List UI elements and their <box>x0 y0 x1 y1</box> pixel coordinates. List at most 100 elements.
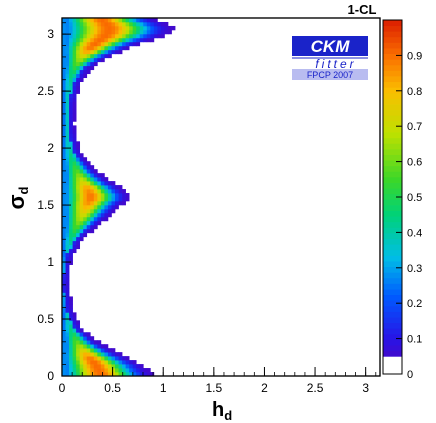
heatmap-cell <box>69 248 73 254</box>
heatmap-cell <box>83 45 88 51</box>
heatmap-cell <box>65 292 70 297</box>
heatmap-cell <box>79 364 84 369</box>
heatmap-cell <box>125 360 130 365</box>
heatmap-cell <box>72 181 77 186</box>
heatmap-cell <box>65 252 70 258</box>
heatmap-cell <box>90 45 95 51</box>
heatmap-cell <box>79 340 84 345</box>
heatmap-cell <box>104 352 109 357</box>
heatmap-cell <box>93 57 98 63</box>
heatmap-cell <box>83 232 88 238</box>
heatmap-cell <box>69 129 73 134</box>
heatmap-cell <box>65 344 70 349</box>
heatmap-cell <box>111 37 116 43</box>
heatmap-cell <box>86 173 91 178</box>
heatmap-cell <box>111 348 116 353</box>
heatmap-cell <box>115 41 119 47</box>
heatmap-cell <box>79 53 84 59</box>
heatmap-cell <box>129 33 134 39</box>
colorbar-segment <box>383 244 402 251</box>
heatmap-cell <box>65 49 70 55</box>
heatmap-cell <box>150 37 155 43</box>
heatmap-cell <box>111 352 116 357</box>
colorbar-segment <box>383 126 402 133</box>
heatmap-cell <box>79 57 84 63</box>
heatmap-cell <box>160 25 165 31</box>
heatmap-cell <box>86 332 91 337</box>
colorbar-segment <box>383 81 402 88</box>
heatmap-cell <box>132 29 137 35</box>
heatmap-cell <box>62 308 66 313</box>
heatmap-cell <box>72 113 77 118</box>
y-tick-label: 1.5 <box>37 198 54 212</box>
heatmap-cell <box>118 197 123 202</box>
heatmap-cell <box>65 320 70 325</box>
heatmap-cell <box>93 18 98 23</box>
heatmap-cell <box>150 18 155 23</box>
heatmap-cell <box>65 145 70 150</box>
heatmap-cell <box>83 228 88 234</box>
heatmap-cell <box>62 364 66 369</box>
heatmap-cell <box>83 157 88 162</box>
heatmap-cell <box>83 37 88 43</box>
heatmap-cell <box>107 360 112 365</box>
heatmap-cell <box>72 208 77 214</box>
heatmap-cell <box>76 200 81 206</box>
heatmap-cell <box>100 216 105 222</box>
heatmap-cell <box>72 216 77 222</box>
heatmap-cell <box>79 61 84 67</box>
heatmap-cell <box>93 200 98 206</box>
colorbar-tick-label: 0.2 <box>407 298 422 310</box>
heatmap-cell <box>86 336 91 341</box>
heatmap-cell <box>93 208 98 214</box>
colorbar-segment <box>383 182 402 189</box>
heatmap-cell <box>72 312 77 317</box>
heatmap-cell <box>72 53 77 59</box>
heatmap-cell <box>107 208 112 214</box>
colorbar-segment <box>383 266 402 273</box>
heatmap-cell <box>83 53 88 59</box>
heatmap-cell <box>129 37 134 43</box>
heatmap-cell <box>65 21 70 27</box>
heatmap-cell <box>62 344 66 349</box>
heatmap-cell <box>104 344 109 349</box>
heatmap-cell <box>93 352 98 357</box>
heatmap-cell <box>69 45 73 51</box>
heatmap-cell <box>122 200 126 206</box>
heatmap-cell <box>79 197 84 202</box>
heatmap-cell <box>132 33 137 39</box>
colorbar-segment <box>383 322 402 329</box>
heatmap-cell <box>76 372 81 376</box>
heatmap-cell <box>86 197 91 202</box>
colorbar-segment <box>383 154 402 161</box>
heatmap-cell <box>97 197 102 202</box>
heatmap-cell <box>97 21 102 27</box>
heatmap-cell <box>69 105 73 110</box>
heatmap-cell <box>76 348 81 353</box>
heatmap-cell <box>72 141 77 146</box>
heatmap-cell <box>111 25 116 31</box>
heatmap-cell <box>62 149 66 154</box>
heatmap-cell <box>100 344 105 349</box>
colorbar-tick-label: 0.5 <box>407 192 422 204</box>
heatmap-cell <box>107 204 112 210</box>
heatmap-cell <box>76 53 81 59</box>
heatmap-cell <box>69 332 73 337</box>
heatmap-cell <box>97 220 102 226</box>
heatmap-cell <box>118 356 123 361</box>
heatmap-cell <box>62 296 66 301</box>
heatmap-cell <box>83 220 88 226</box>
heatmap-cell <box>65 41 70 47</box>
colorbar-segment <box>383 249 402 256</box>
heatmap-cell <box>62 125 66 130</box>
colorbar-segment <box>383 165 402 172</box>
heatmap-cell <box>72 173 77 178</box>
heatmap-cell <box>69 189 73 194</box>
heatmap-cell <box>62 101 66 106</box>
heatmap-cell <box>118 25 123 31</box>
heatmap-cell <box>93 29 98 35</box>
heatmap-cell <box>93 181 98 186</box>
heatmap-cell <box>83 200 88 206</box>
colorbar-segment <box>383 92 402 99</box>
heatmap-cell <box>97 348 102 353</box>
